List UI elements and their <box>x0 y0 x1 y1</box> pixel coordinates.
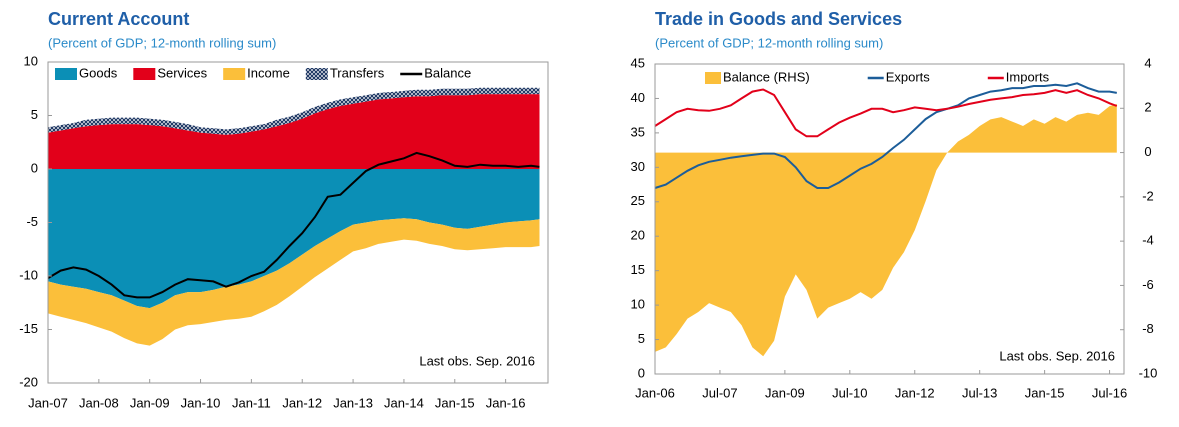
y-tick-label: 20 <box>631 228 645 243</box>
area <box>48 169 540 309</box>
x-tick-label: Jan-09 <box>765 385 805 400</box>
annotation: Last obs. Sep. 2016 <box>419 353 535 368</box>
y-tick-label: 25 <box>631 193 645 208</box>
area <box>48 87 540 135</box>
legend-item: Income <box>223 65 290 80</box>
x-tick-label: Jul-10 <box>832 385 867 400</box>
x-tick-label: Jan-15 <box>1025 385 1065 400</box>
legend-swatch <box>305 68 328 80</box>
x-tick-label: Jan-11 <box>232 395 271 410</box>
x-tick-label: Jan-07 <box>28 395 68 410</box>
legend-label: Imports <box>1006 69 1050 84</box>
legend-label: Services <box>157 65 207 80</box>
area <box>655 103 1117 357</box>
legend-label: Balance <box>424 65 471 80</box>
area <box>48 218 540 346</box>
legend-swatch <box>223 68 246 80</box>
y2-tick-label: -6 <box>1142 277 1154 292</box>
y-tick-label: 30 <box>631 159 645 174</box>
x-tick-label: Jul-16 <box>1092 385 1127 400</box>
line <box>654 88 1118 138</box>
x-tick-label: Jan-09 <box>130 395 170 410</box>
legend-swatch <box>133 68 156 80</box>
y-tick-label: 40 <box>631 90 645 105</box>
legend-item: Services <box>133 65 208 80</box>
area <box>48 94 540 169</box>
legend-item: Imports <box>987 69 1050 84</box>
x-tick-label: Jul-07 <box>702 385 737 400</box>
y2-tick-label: -8 <box>1142 321 1154 336</box>
y-tick-label: 10 <box>631 297 645 312</box>
legend-label: Transfers <box>330 65 385 80</box>
y-tick-label: -5 <box>26 214 38 229</box>
y-tick-label: 0 <box>31 160 38 175</box>
chart-title: Current Account <box>48 9 189 29</box>
x-tick-label: Jul-13 <box>962 385 997 400</box>
legend-item: Balance <box>400 65 471 80</box>
line <box>654 82 1117 189</box>
y2-tick-label: 4 <box>1144 55 1151 70</box>
x-tick-label: Jan-06 <box>635 385 675 400</box>
legend-item: Goods <box>55 65 118 80</box>
plot-frame <box>654 63 1125 375</box>
legend-label: Balance (RHS) <box>723 69 810 84</box>
legend-label: Exports <box>886 69 931 84</box>
annotation: Last obs. Sep. 2016 <box>999 348 1115 363</box>
legend-item: Transfers <box>305 65 385 80</box>
legend-label: Goods <box>79 65 118 80</box>
x-tick-label: Jan-12 <box>895 385 935 400</box>
legend-item: Balance (RHS) <box>705 69 810 84</box>
y-tick-label: 35 <box>631 124 645 139</box>
legend-swatch <box>55 68 77 80</box>
y-tick-label: 45 <box>631 55 645 70</box>
y-tick-label: 15 <box>631 262 645 277</box>
y-tick-label: -20 <box>19 374 38 389</box>
y2-tick-label: 0 <box>1144 144 1151 159</box>
x-tick-label: Jan-10 <box>181 395 221 410</box>
y2-tick-label: -2 <box>1142 188 1154 203</box>
line <box>47 151 540 299</box>
x-tick-label: Jan-16 <box>486 395 526 410</box>
x-tick-label: Jan-14 <box>384 395 424 410</box>
y-tick-label: -10 <box>19 267 38 282</box>
legend-item: Exports <box>867 69 931 84</box>
chart-subtitle: (Percent of GDP; 12-month rolling sum) <box>655 35 883 50</box>
x-tick-label: Jan-08 <box>79 395 119 410</box>
plot-area <box>47 87 540 346</box>
y2-tick-label: -10 <box>1139 365 1158 380</box>
y-tick-label: 10 <box>24 53 38 68</box>
plot-area <box>654 82 1118 357</box>
y-tick-label: 5 <box>31 107 38 122</box>
y-tick-label: 0 <box>638 365 645 380</box>
y-tick-label: -15 <box>19 321 38 336</box>
y2-tick-label: 2 <box>1144 100 1151 115</box>
chart-subtitle: (Percent of GDP; 12-month rolling sum) <box>48 35 276 50</box>
x-tick-label: Jan-13 <box>333 395 373 410</box>
chart-title: Trade in Goods and Services <box>655 9 902 29</box>
y-tick-label: 5 <box>638 331 645 346</box>
y2-tick-label: -4 <box>1142 233 1154 248</box>
legend-label: Income <box>247 65 290 80</box>
x-tick-label: Jan-12 <box>282 395 322 410</box>
x-tick-label: Jan-15 <box>435 395 475 410</box>
legend-swatch <box>705 72 721 84</box>
